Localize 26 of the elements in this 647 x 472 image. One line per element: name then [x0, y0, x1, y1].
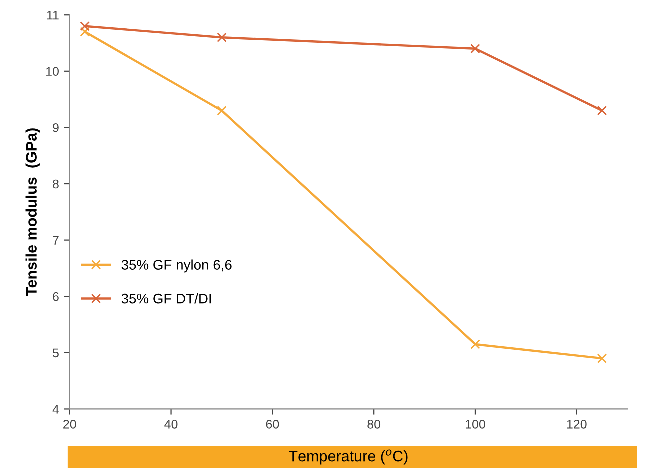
y-tick-label: 5 [53, 348, 59, 358]
y-tick-label: 10 [46, 67, 59, 76]
point [217, 32, 227, 42]
y-tick-label: 11 [47, 11, 59, 20]
x-axis-title: Temperature ($^{o}$C) [289, 450, 408, 465]
point [470, 340, 480, 350]
y-tick-label: 8 [53, 180, 59, 189]
y-tick-label: 7 [53, 236, 59, 245]
point [80, 22, 90, 32]
point [217, 106, 227, 116]
y-tick-label: 6 [53, 292, 59, 302]
point [597, 106, 608, 116]
x-tick-label: 60 [266, 420, 280, 429]
point [597, 354, 608, 364]
x-tick-label: 40 [164, 420, 178, 429]
x-tick-label: 100 [466, 420, 486, 429]
point [470, 44, 480, 54]
y-tick-label: 9 [53, 124, 59, 132]
x-tick-label: 80 [368, 420, 381, 429]
y-tick-label: 4 [52, 405, 60, 414]
y-axis-title: Tensile modulus (GPa) [26, 128, 40, 296]
legend-label: 35% GF nylon 6,6 [122, 260, 232, 273]
legend-label: 35% GF DT/DI [122, 294, 212, 304]
x-tick-label: 20 [64, 420, 76, 429]
point [80, 27, 90, 37]
x-tick-label: 120 [567, 420, 587, 429]
